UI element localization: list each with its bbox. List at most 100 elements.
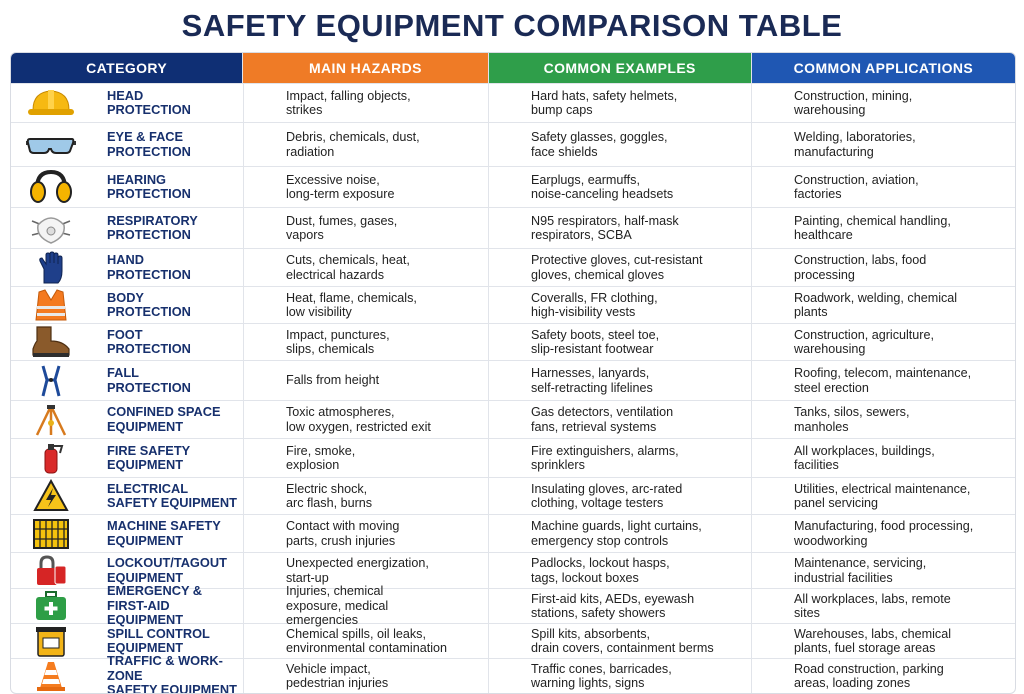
main-hazards-cell-text: Impact, falling objects, strikes [286, 88, 411, 118]
header-common-applications: COMMON APPLICATIONS [750, 53, 1015, 83]
respirator-mask-icon [21, 211, 81, 245]
category-cell: CONFINED SPACE EQUIPMENT [11, 401, 243, 438]
category-label: BODY PROTECTION [107, 289, 191, 319]
main-hazards-cell: Cuts, chemicals, heat, electrical hazard… [243, 249, 488, 286]
category-cell: MACHINE SAFETY EQUIPMENT [11, 515, 243, 552]
common-applications-cell: Construction, labs, food processing [751, 249, 1015, 286]
common-applications-cell-text: Roofing, telecom, maintenance, steel ere… [794, 366, 972, 395]
main-hazards-cell: Unexpected energization, start-up [243, 553, 488, 588]
common-examples-cell-text: Fire extinguishers, alarms, sprinklers [531, 443, 679, 473]
header-row: CATEGORY MAIN HAZARDS COMMON EXAMPLES CO… [11, 53, 1015, 83]
main-hazards-cell: Toxic atmospheres, low oxygen, restricte… [243, 401, 488, 438]
common-applications-cell-text: Welding, laboratories, manufacturing [794, 130, 916, 159]
common-examples-cell-text: Earplugs, earmuffs, noise-canceling head… [531, 172, 674, 202]
common-applications-cell: Roofing, telecom, maintenance, steel ere… [751, 361, 1015, 400]
main-hazards-cell: Fire, smoke, explosion [243, 439, 488, 477]
earmuffs-icon [21, 170, 81, 204]
category-cell: LOCKOUT/TAGOUT EQUIPMENT [11, 553, 243, 588]
common-examples-cell-text: Safety boots, steel toe, slip-resistant … [531, 327, 660, 357]
common-examples-cell: Safety glasses, goggles, face shields [488, 123, 751, 166]
table-row: HEAD PROTECTION Impact, falling objects, … [11, 83, 1015, 122]
main-hazards-cell: Heat, flame, chemicals, low visibility [243, 287, 488, 323]
common-applications-cell-text: Tanks, silos, sewers, manholes [794, 405, 910, 434]
safety-boot-icon [21, 325, 81, 359]
common-applications-cell: Construction, agriculture, warehousing [751, 324, 1015, 360]
category-label: ELECTRICAL SAFETY EQUIPMENT [107, 480, 237, 510]
common-examples-cell: Coveralls, FR clothing, high-visibility … [488, 287, 751, 323]
common-applications-cell: Manufacturing, food processing, woodwork… [751, 515, 1015, 552]
main-hazards-cell: Debris, chemicals, dust, radiation [243, 123, 488, 166]
common-examples-cell: Hard hats, safety helmets, bump caps [488, 84, 751, 122]
common-examples-cell: Insulating gloves, arc-rated clothing, v… [488, 478, 751, 514]
common-applications-cell: Construction, mining, warehousing [751, 84, 1015, 122]
common-applications-cell-text: Construction, agriculture, warehousing [794, 327, 934, 357]
common-applications-cell-text: Construction, mining, warehousing [794, 88, 913, 118]
common-applications-cell-text: Maintenance, servicing, industrial facil… [794, 556, 927, 585]
category-label: FALL PROTECTION [107, 365, 191, 395]
table-row: LOCKOUT/TAGOUT EQUIPMENT Unexpected energ… [11, 552, 1015, 588]
main-hazards-cell-text: Injuries, chemical exposure, medical eme… [286, 584, 389, 628]
header-main-hazards: MAIN HAZARDS [242, 53, 488, 83]
first-aid-kit-icon [21, 589, 81, 623]
category-cell: RESPIRATORY PROTECTION [11, 208, 243, 248]
common-applications-cell-text: All workplaces, buildings, facilities [794, 443, 935, 473]
table-row: ELECTRICAL SAFETY EQUIPMENT Electric shoc… [11, 477, 1015, 514]
category-label: EMERGENCY & FIRST-AID EQUIPMENT [107, 583, 203, 628]
common-examples-cell-text: Insulating gloves, arc-rated clothing, v… [531, 481, 683, 511]
common-examples-cell: N95 respirators, half-mask respirators, … [488, 208, 751, 248]
safety-goggles-icon [21, 128, 81, 162]
main-hazards-cell-text: Toxic atmospheres, low oxygen, restricte… [286, 405, 431, 434]
category-label: HAND PROTECTION [107, 252, 191, 282]
main-hazards-cell-text: Heat, flame, chemicals, low visibility [286, 290, 417, 320]
table-row: FOOT PROTECTION Impact, punctures, slips,… [11, 323, 1015, 360]
common-applications-cell: Road construction, parking areas, loadin… [751, 659, 1015, 693]
table-row: HAND PROTECTION Cuts, chemicals, heat, el… [11, 248, 1015, 286]
category-cell: FALL PROTECTION [11, 361, 243, 400]
common-examples-cell-text: Padlocks, lockout hasps, tags, lockout b… [531, 556, 670, 585]
common-applications-cell: Construction, aviation, factories [751, 167, 1015, 207]
category-label: SPILL CONTROL EQUIPMENT [107, 625, 210, 655]
common-applications-cell: Painting, chemical handling, healthcare [751, 208, 1015, 248]
category-cell: EYE & FACE PROTECTION [11, 123, 243, 166]
common-examples-cell-text: Coveralls, FR clothing, high-visibility … [531, 290, 658, 320]
table-row: TRAFFIC & WORK-ZONE SAFETY EQUIPMENT Vehi… [11, 654, 1015, 693]
common-examples-cell: Safety boots, steel toe, slip-resistant … [488, 324, 751, 360]
main-hazards-cell-text: Chemical spills, oil leaks, environmenta… [286, 626, 448, 656]
common-applications-cell-text: Manufacturing, food processing, woodwork… [794, 519, 974, 548]
category-cell: FOOT PROTECTION [11, 324, 243, 360]
table-row: EMERGENCY & FIRST-AID EQUIPMENT Injuries,… [11, 584, 1015, 627]
category-label: CONFINED SPACE EQUIPMENT [107, 404, 221, 434]
common-examples-cell: Earplugs, earmuffs, noise-canceling head… [488, 167, 751, 207]
category-label: EYE & FACE PROTECTION [107, 129, 191, 159]
common-examples-cell-text: Traffic cones, barricades, warning light… [531, 661, 672, 691]
category-label: TRAFFIC & WORK-ZONE SAFETY EQUIPMENT [107, 653, 237, 694]
glove-icon [21, 250, 81, 285]
common-examples-cell: Traffic cones, barricades, warning light… [488, 659, 751, 693]
header-common-examples: COMMON EXAMPLES [487, 53, 751, 83]
common-applications-cell-text: Construction, aviation, factories [794, 172, 919, 202]
comparison-table: CATEGORY MAIN HAZARDS COMMON EXAMPLES CO… [10, 52, 1016, 694]
main-hazards-cell-text: Cuts, chemicals, heat, electrical hazard… [286, 253, 410, 282]
category-cell: BODY PROTECTION [11, 287, 243, 323]
main-hazards-cell: Impact, falling objects, strikes [243, 84, 488, 122]
main-hazards-cell-text: Unexpected energization, start-up [286, 556, 429, 585]
common-examples-cell-text: N95 respirators, half-mask respirators, … [531, 213, 679, 243]
category-label: RESPIRATORY PROTECTION [107, 212, 198, 242]
spill-kit-icon [21, 624, 81, 658]
machine-guard-icon [21, 517, 81, 551]
electrical-warning-icon [21, 479, 81, 513]
main-hazards-cell-text: Contact with moving parts, crush injurie… [286, 519, 400, 548]
main-hazards-cell-text: Excessive noise, long-term exposure [286, 172, 395, 202]
common-applications-cell: Warehouses, labs, chemical plants, fuel … [751, 624, 1015, 658]
common-examples-cell: Harnesses, lanyards, self-retracting lif… [488, 361, 751, 400]
category-cell: ELECTRICAL SAFETY EQUIPMENT [11, 478, 243, 514]
category-cell: SPILL CONTROL EQUIPMENT [11, 624, 243, 658]
table-row: FALL PROTECTION Falls from height Harnesse… [11, 360, 1015, 400]
table-row: CONFINED SPACE EQUIPMENT Toxic atmosphere… [11, 400, 1015, 438]
main-hazards-cell: Impact, punctures, slips, chemicals [243, 324, 488, 360]
common-examples-cell-text: Hard hats, safety helmets, bump caps [531, 88, 678, 118]
main-hazards-cell: Vehicle impact, pedestrian injuries [243, 659, 488, 693]
main-hazards-cell-text: Vehicle impact, pedestrian injuries [286, 661, 389, 691]
common-examples-cell: Machine guards, light curtains, emergenc… [488, 515, 751, 552]
table-row: SPILL CONTROL EQUIPMENT Chemical spills, … [11, 623, 1015, 658]
